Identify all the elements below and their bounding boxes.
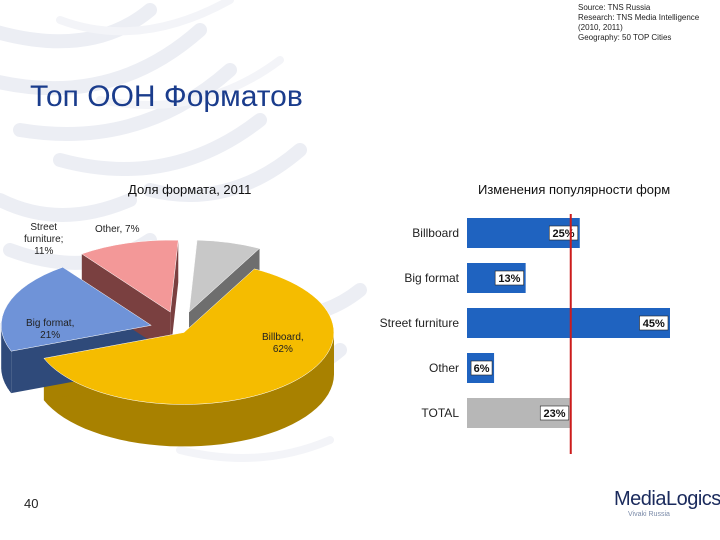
source-note: Source: TNS Russia Research: TNS Media I… [578,3,699,43]
source-line: (2010, 2011) [578,23,623,32]
pie-slice-side-street-furniture [81,240,179,355]
pie-label-line: Other, 7% [95,224,140,235]
bar-value-label: 13% [498,273,520,285]
bar-value-box [539,405,570,421]
bar-value-box [470,360,493,376]
page-title: Топ ООН Форматов [30,80,303,113]
bar-value-label: 6% [474,363,490,375]
bar-category-label: Street furniture [380,316,460,330]
pie-label-line: 11% [34,246,54,257]
pie-chart-title: Доля формата, 2011 [128,182,252,197]
source-line: Geography: 50 TOP Cities [578,33,672,42]
bar-category-label: Other [429,361,459,375]
page-number: 40 [24,496,39,511]
bar-value-label: 45% [643,318,665,330]
pie-label-line: 21% [40,330,61,341]
pie-label-line: Street [30,222,58,233]
medialogics-logo: MediaLogics [614,488,720,510]
pie-label-billboard: Billboard, 62% [262,332,304,356]
pie-label-line: Billboard, [262,332,304,343]
source-line: Research: TNS Media Intelligence [578,13,700,22]
bar-street-furniture [467,308,670,338]
bar-chart-title: Изменения популярности форм [478,182,671,197]
pie-slice-billboard [43,268,335,405]
bar-category-label: Big format [404,271,459,285]
bar-value-label: 25% [553,228,575,240]
pie-slice-other [188,239,261,313]
pie-label-other: Other, 7% [95,224,139,236]
source-line: Source: TNS Russia [578,3,651,12]
logo-tagline: Vivaki Russia [628,511,670,518]
pie-label-line: Big format, [26,318,75,329]
pie-slice-street-furniture [81,239,179,313]
bar-category-label: Billboard [412,226,459,240]
pie-label-street-furniture: Street furniture; 11% [24,222,63,258]
bar-value-box [639,315,669,331]
bar-category-label: TOTAL [421,406,459,420]
pie-label-line: 62% [272,344,293,355]
pie-label-big-format: Big format, 21% [26,318,74,342]
pie-label-line: furniture; [24,234,64,245]
pie-slice-big-format [0,266,152,352]
bar-value-label: 23% [543,408,565,420]
bar-value-box [494,270,524,286]
